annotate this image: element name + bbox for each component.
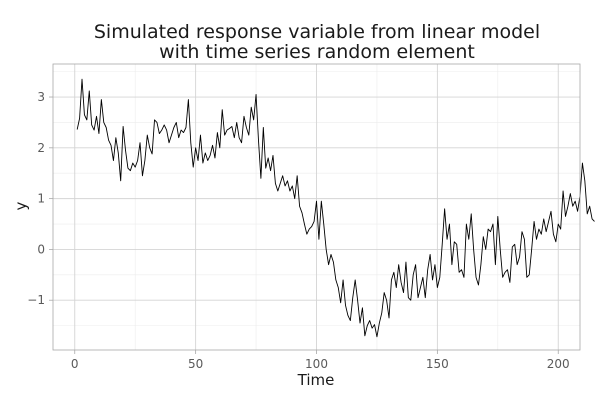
x-tick-label: 0 (71, 357, 79, 371)
series-line (76, 78, 595, 338)
y-tick-label: 2 (37, 141, 45, 155)
y-tick-label: 3 (37, 90, 45, 104)
x-axis-tick-labels: 0 50 100 150 200 (71, 357, 570, 371)
y-axis-title: y (12, 201, 30, 210)
x-axis-title: Time (297, 371, 335, 389)
y-axis-tick-labels: −1 0 1 2 3 (27, 90, 45, 307)
x-tick-label: 150 (426, 357, 449, 371)
chart-title-line-1: Simulated response variable from linear … (94, 21, 540, 43)
axis-ticks (49, 96, 559, 354)
chart-title-line-2: with time series random element (159, 41, 475, 63)
x-tick-label: 50 (188, 357, 203, 371)
series-layer (76, 78, 595, 338)
y-tick-label: 0 (37, 242, 45, 256)
y-tick-label: 1 (37, 192, 45, 206)
x-tick-label: 100 (305, 357, 328, 371)
x-tick-label: 200 (547, 357, 570, 371)
y-tick-label: −1 (27, 293, 45, 307)
